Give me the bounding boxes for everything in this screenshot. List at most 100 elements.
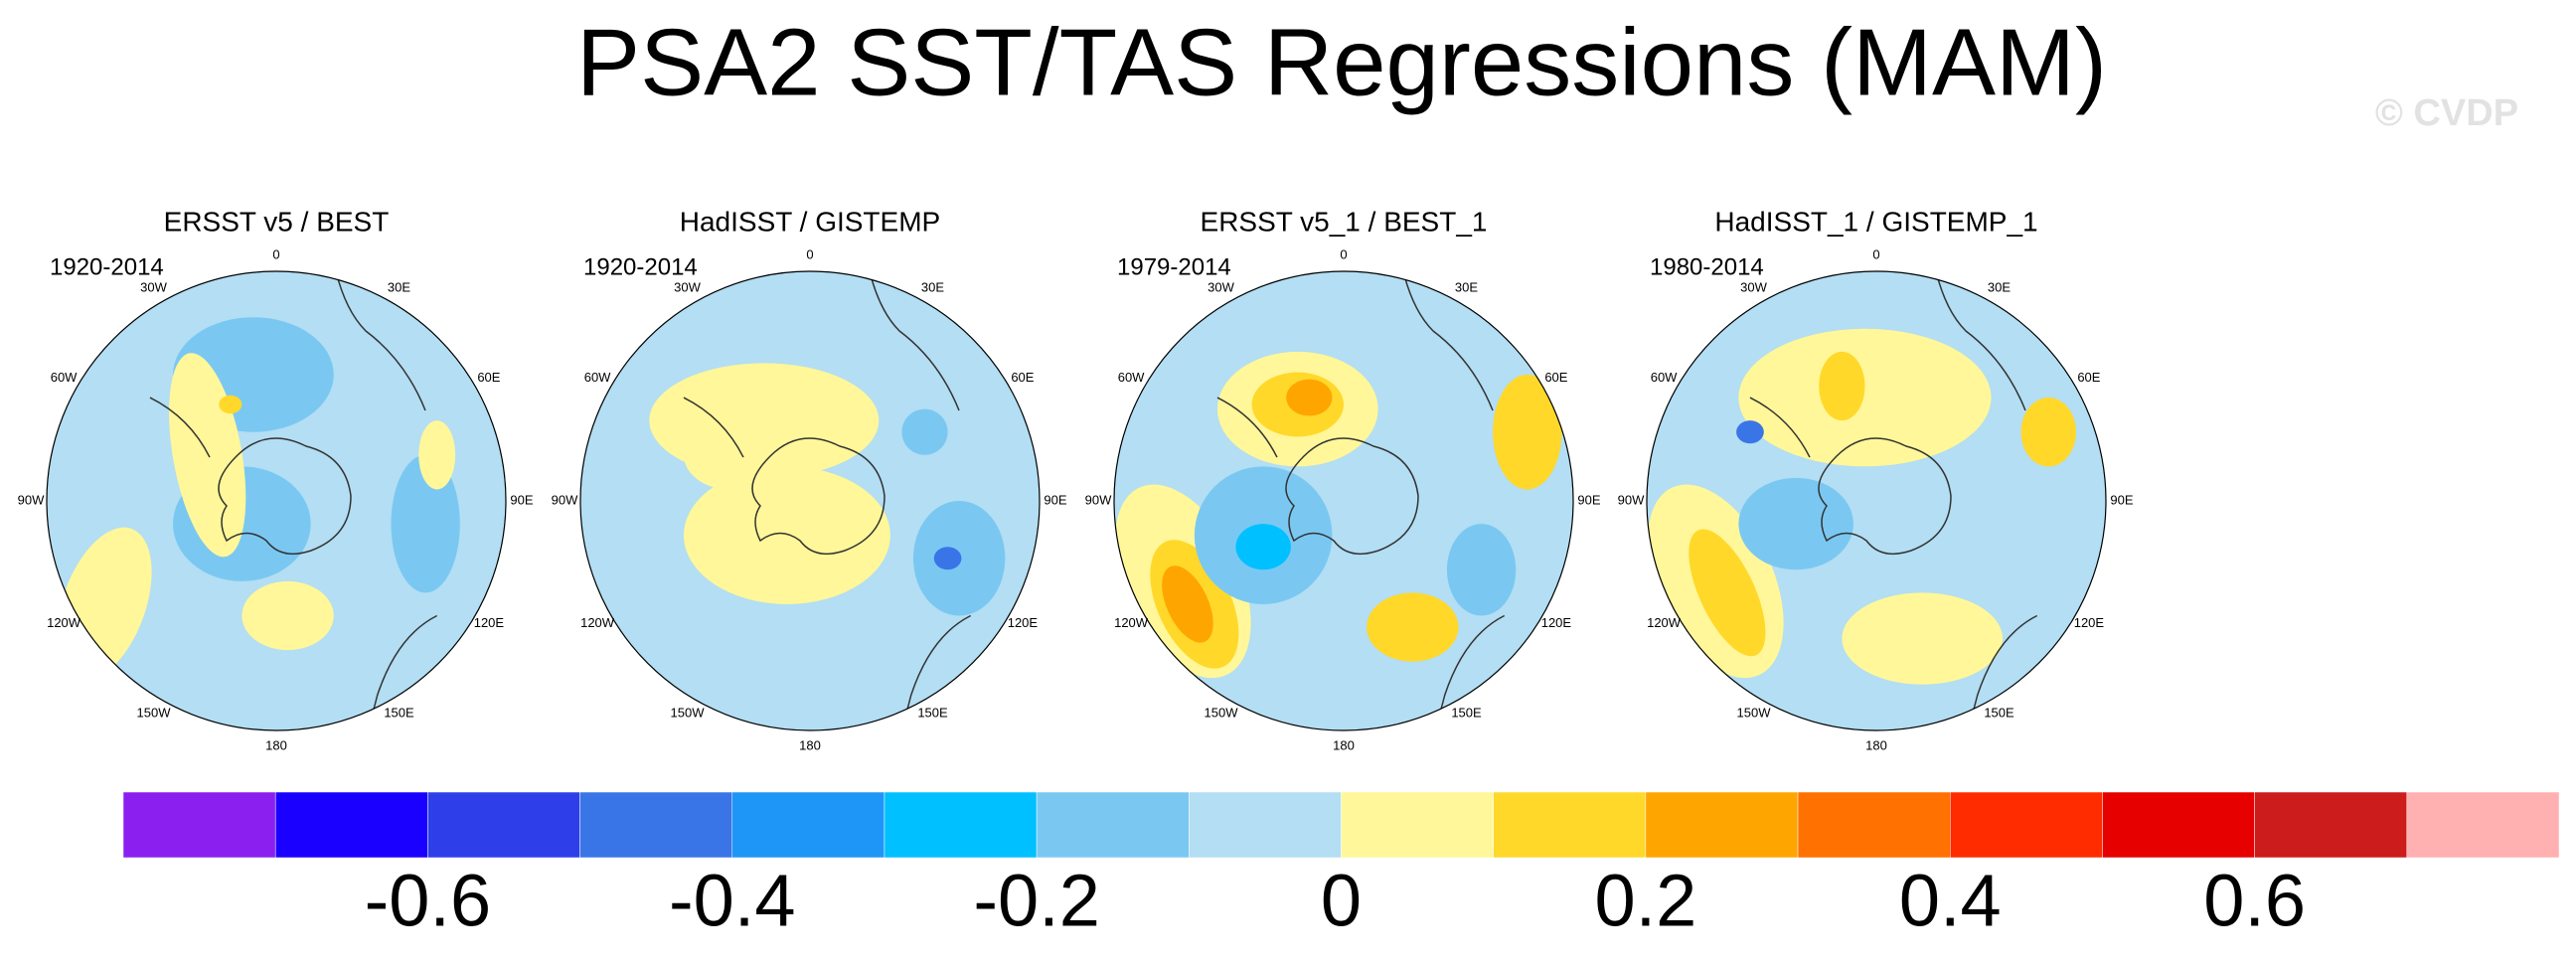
anomaly-region xyxy=(1738,477,1853,570)
longitude-label: 180 xyxy=(1865,737,1887,752)
map xyxy=(580,271,1040,730)
map-border xyxy=(46,270,507,731)
longitude-label: 90W xyxy=(1618,492,1645,507)
anomaly-region xyxy=(242,580,334,651)
longitude-label: 150W xyxy=(671,705,706,720)
anomaly-region xyxy=(1235,524,1291,570)
longitude-label: 180 xyxy=(799,737,821,752)
longitude-label: 30W xyxy=(140,280,167,295)
anomaly-region xyxy=(1446,524,1517,616)
longitude-label: 150W xyxy=(1205,705,1239,720)
longitude-label: 150W xyxy=(137,705,172,720)
anomaly-region xyxy=(683,420,776,490)
anomaly-region xyxy=(933,547,962,570)
longitude-label: 150E xyxy=(917,705,948,720)
longitude-label: 90W xyxy=(1085,492,1112,507)
panel-title: HadISST_1 / GISTEMP_1 xyxy=(1714,206,2037,237)
longitude-label: 120E xyxy=(474,615,505,630)
colorbar-box xyxy=(884,791,1038,859)
longitude-label: 30E xyxy=(1988,280,2011,295)
panel-period: 1920-2014 xyxy=(583,253,698,280)
longitude-label: 120W xyxy=(1114,615,1149,630)
antarctica-coastline xyxy=(218,437,352,556)
colorbar-box xyxy=(1036,791,1190,859)
anomaly-region xyxy=(1493,374,1562,490)
anomaly-region xyxy=(683,466,890,604)
longitude-label: 0 xyxy=(1872,246,1879,261)
colorbar-box xyxy=(1189,791,1342,859)
colorbar-box xyxy=(1645,791,1799,859)
longitude-label: 60E xyxy=(477,370,500,385)
colorbar-label: -0.2 xyxy=(973,860,1100,942)
anomaly-region xyxy=(1367,592,1459,662)
anomaly-region xyxy=(391,454,460,593)
colorbar-box xyxy=(2254,791,2408,859)
longitude-label: 120W xyxy=(580,615,615,630)
colorbar-box xyxy=(1797,791,1951,859)
map xyxy=(47,271,506,730)
colorbar-box xyxy=(2406,791,2560,859)
continent-coastline xyxy=(1749,271,2038,730)
colorbar-box xyxy=(274,791,428,859)
colorbar-label: -0.6 xyxy=(365,860,492,942)
longitude-label: 150E xyxy=(1984,705,2014,720)
longitude-label: 90W xyxy=(552,492,578,507)
longitude-label: 60E xyxy=(1544,370,1567,385)
colorbar-label: 0.2 xyxy=(1594,860,1696,942)
continent-coastline xyxy=(1216,271,1506,730)
longitude-label: 30W xyxy=(1740,280,1767,295)
longitude-label: 30W xyxy=(674,280,701,295)
longitude-label: 150E xyxy=(384,705,414,720)
map-border xyxy=(579,270,1041,731)
longitude-label: 60E xyxy=(1011,370,1034,385)
colorbar-box xyxy=(731,791,886,859)
map-border xyxy=(1113,270,1574,731)
longitude-label: 0 xyxy=(806,246,813,261)
panel-title: ERSST v5_1 / BEST_1 xyxy=(1201,206,1488,237)
anomaly-region xyxy=(2020,398,2076,467)
longitude-label: 180 xyxy=(265,737,287,752)
continent-coastline xyxy=(149,271,438,730)
longitude-label: 60W xyxy=(51,370,78,385)
anomaly-region xyxy=(219,395,242,414)
anomaly-region xyxy=(901,408,948,455)
colorbar-label: 0.4 xyxy=(1899,860,2002,942)
longitude-label: 180 xyxy=(1333,737,1355,752)
colorbar-box xyxy=(122,791,276,859)
colorbar-box xyxy=(1493,791,1647,859)
anomaly-region xyxy=(1842,592,2004,685)
longitude-label: 120E xyxy=(1008,615,1039,630)
longitude-label: 60W xyxy=(584,370,611,385)
longitude-label: 150W xyxy=(1737,705,1772,720)
colorbar-box xyxy=(579,791,732,859)
longitude-label: 60W xyxy=(1651,370,1678,385)
longitude-label: 30E xyxy=(388,280,410,295)
anomaly-region xyxy=(1162,565,1213,643)
longitude-label: 30E xyxy=(1455,280,1478,295)
colorbar-box xyxy=(2102,791,2255,859)
longitude-label: 120W xyxy=(47,615,81,630)
antarctica-coastline xyxy=(1818,437,1952,556)
panel-title: ERSST v5 / BEST xyxy=(164,206,390,237)
longitude-label: 120W xyxy=(1647,615,1682,630)
longitude-label: 120E xyxy=(1541,615,1572,630)
anomaly-region xyxy=(1689,529,1766,657)
longitude-label: 90E xyxy=(510,492,533,507)
panel-title: HadISST / GISTEMP xyxy=(680,206,940,237)
anomaly-region xyxy=(1736,420,1764,444)
colorbar-label: 0.6 xyxy=(2203,860,2306,942)
longitude-label: 90E xyxy=(1577,492,1600,507)
longitude-label: 0 xyxy=(1340,246,1347,261)
longitude-label: 30E xyxy=(921,280,944,295)
map-border xyxy=(1646,270,2107,731)
colorbar-box xyxy=(427,791,580,859)
anomaly-region xyxy=(418,420,456,490)
longitude-label: 60W xyxy=(1118,370,1145,385)
antarctica-coastline xyxy=(1285,437,1419,556)
anomaly-region xyxy=(1286,379,1333,416)
anomaly-region xyxy=(1819,351,1865,421)
figure-title: PSA2 SST/TAS Regressions (MAM) xyxy=(576,9,2107,115)
watermark: © CVDP xyxy=(2375,92,2518,134)
longitude-label: 0 xyxy=(272,246,279,261)
